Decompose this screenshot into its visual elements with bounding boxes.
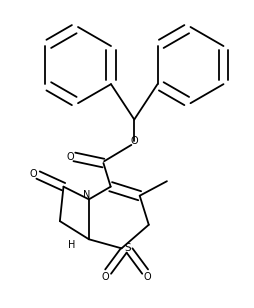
Text: O: O (66, 152, 74, 162)
Text: O: O (101, 272, 109, 282)
Text: O: O (30, 169, 38, 179)
Text: O: O (131, 136, 138, 146)
Text: S: S (125, 243, 131, 253)
Text: O: O (143, 272, 151, 282)
Text: N: N (83, 190, 91, 200)
Text: H: H (68, 241, 75, 250)
